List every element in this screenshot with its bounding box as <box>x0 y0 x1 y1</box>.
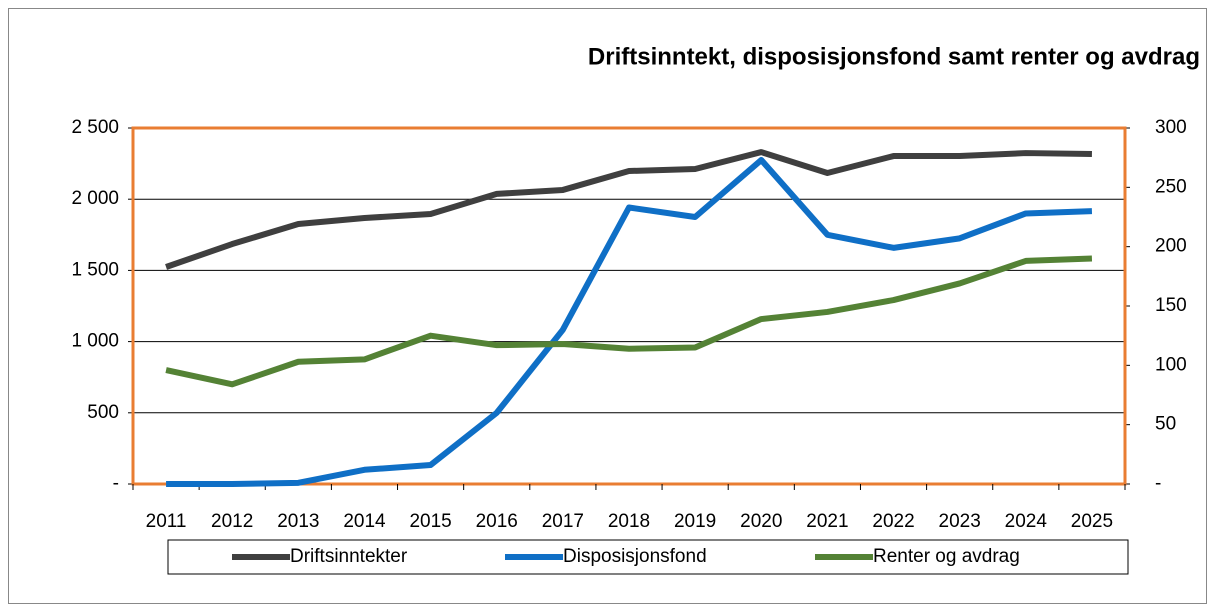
y2-tick-label: 100 <box>1155 354 1187 375</box>
x-tick-label: 2011 <box>146 511 187 532</box>
x-tick-label: 2023 <box>939 511 981 532</box>
legend-label: Driftsinntekter <box>290 546 408 567</box>
x-tick-label: 2014 <box>343 511 386 532</box>
x-tick-label: 2019 <box>674 511 716 532</box>
y-tick-label: 500 <box>87 402 119 423</box>
x-tick-label: 2017 <box>542 511 584 532</box>
line-series <box>166 157 1093 487</box>
x-tick-label: 2024 <box>1005 511 1048 532</box>
y-tick-label: 2 500 <box>71 117 119 138</box>
y-tick-label: 2 000 <box>71 188 119 209</box>
legend-label: Disposisjonsfond <box>563 546 707 567</box>
y2-tick-label: 300 <box>1155 117 1187 138</box>
line-series <box>165 149 1092 270</box>
y2-tick-label: 200 <box>1155 236 1187 257</box>
x-tick-label: 2012 <box>211 511 253 532</box>
y-tick-label: 1 500 <box>71 259 119 280</box>
y2-tick-label: - <box>1155 473 1161 494</box>
plot-area <box>131 126 1127 486</box>
y2-tick-label: 50 <box>1155 414 1176 435</box>
y-tick-label: - <box>113 473 119 494</box>
line-series <box>165 255 1093 388</box>
x-tick-label: 2022 <box>872 511 914 532</box>
chart-title: Driftsinntekt, disposisjonsfond samt ren… <box>588 43 1200 70</box>
x-tick-label: 2015 <box>409 511 451 532</box>
x-tick-label: 2013 <box>277 511 319 532</box>
x-tick-label: 2018 <box>608 511 650 532</box>
legend-box <box>167 539 1129 575</box>
x-tick-label: 2021 <box>806 511 848 532</box>
y2-tick-label: 250 <box>1155 176 1187 197</box>
x-tick-label: 2020 <box>740 511 782 532</box>
x-tick-label: 2016 <box>476 511 518 532</box>
x-tick-label: 2025 <box>1071 511 1113 532</box>
y-tick-label: 1 000 <box>71 331 119 352</box>
legend-label: Renter og avdrag <box>873 546 1020 567</box>
chart-frame <box>8 8 1207 604</box>
y2-tick-label: 150 <box>1155 295 1187 316</box>
